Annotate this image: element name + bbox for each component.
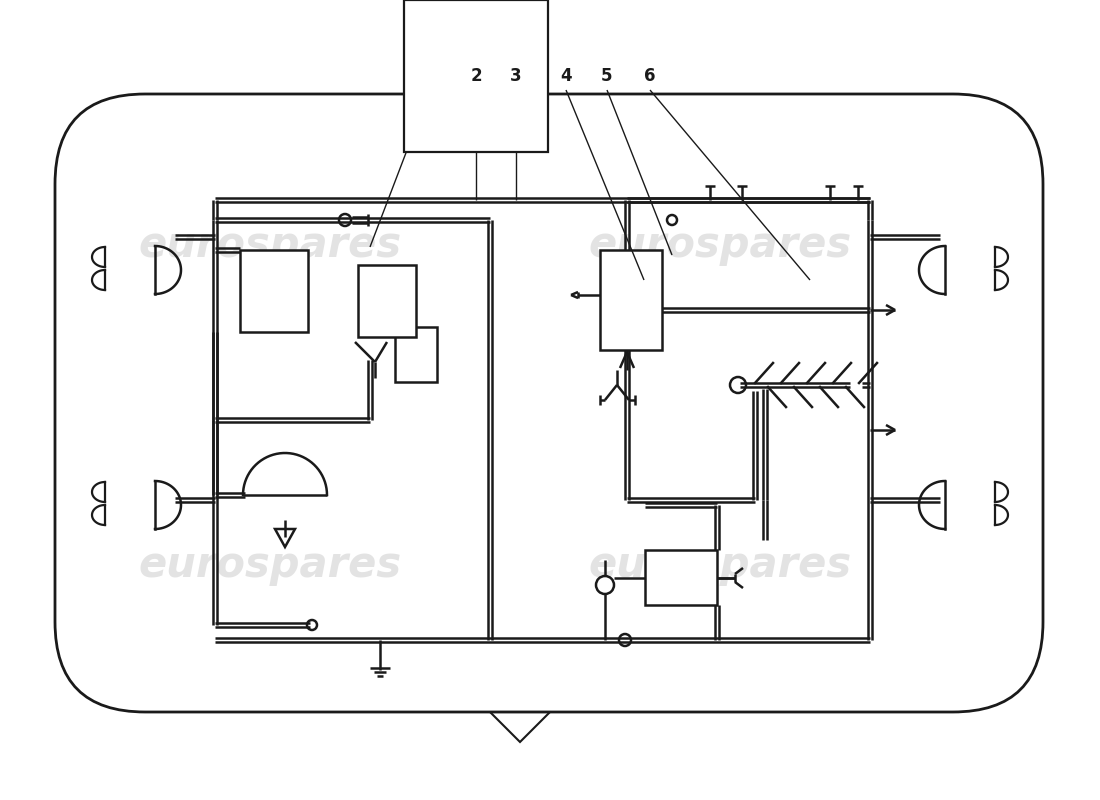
Bar bbox=[600, 250, 662, 350]
Bar bbox=[645, 550, 717, 605]
Bar bbox=[358, 265, 416, 337]
Bar bbox=[395, 327, 437, 382]
Text: 4: 4 bbox=[560, 67, 572, 85]
Text: eurospares: eurospares bbox=[139, 544, 402, 586]
Text: eurospares: eurospares bbox=[139, 224, 402, 266]
Text: 3: 3 bbox=[510, 67, 521, 85]
Text: 6: 6 bbox=[645, 67, 656, 85]
Text: eurospares: eurospares bbox=[588, 544, 851, 586]
FancyBboxPatch shape bbox=[55, 94, 1043, 712]
Text: 2: 2 bbox=[470, 67, 482, 85]
Bar bbox=[240, 250, 308, 332]
Text: 1: 1 bbox=[425, 67, 436, 85]
Text: eurospares: eurospares bbox=[588, 224, 851, 266]
Text: 5: 5 bbox=[602, 67, 613, 85]
